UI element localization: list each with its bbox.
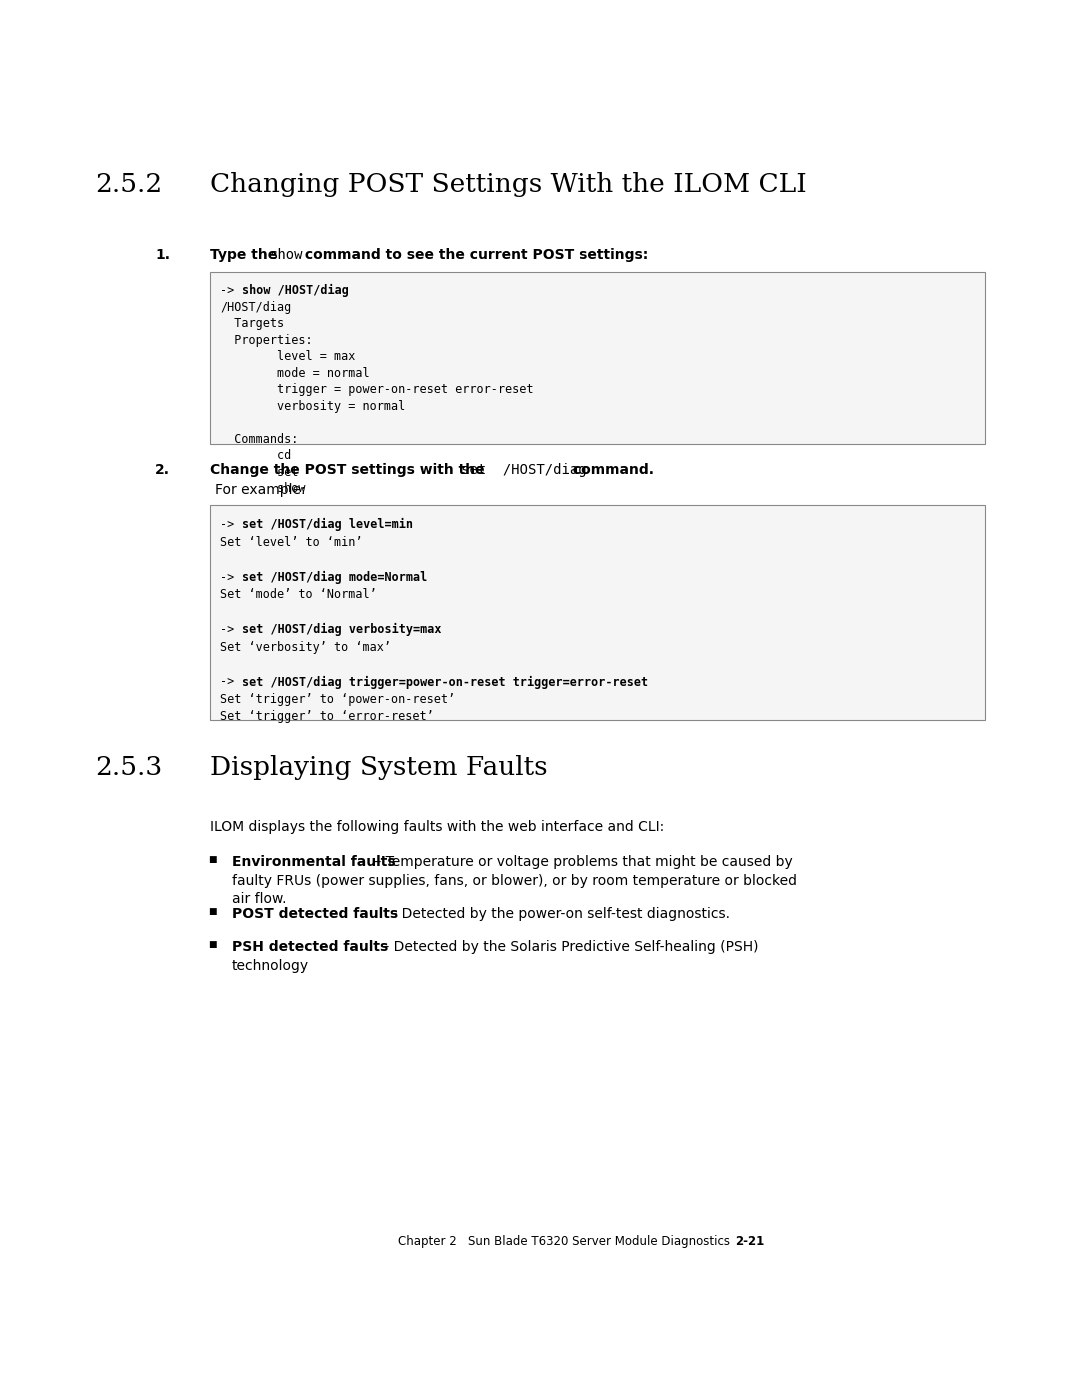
Text: command.: command.: [568, 462, 654, 476]
Text: ->: ->: [220, 570, 241, 584]
Text: ■: ■: [208, 855, 216, 863]
Text: Change the POST settings with the: Change the POST settings with the: [210, 462, 489, 476]
Text: Displaying System Faults: Displaying System Faults: [210, 754, 548, 780]
Text: POST detected faults: POST detected faults: [232, 907, 399, 921]
Text: air flow.: air flow.: [232, 893, 286, 907]
Text: set /HOST/diag mode=Normal: set /HOST/diag mode=Normal: [242, 570, 427, 584]
Text: 2.5.2: 2.5.2: [95, 172, 162, 197]
Text: – Detected by the power-on self-test diagnostics.: – Detected by the power-on self-test dia…: [386, 907, 730, 921]
Text: ->: ->: [220, 518, 241, 531]
Text: 2.: 2.: [156, 462, 170, 476]
Text: Commands:: Commands:: [220, 433, 298, 446]
Text: PSH detected faults: PSH detected faults: [232, 940, 388, 954]
Text: set /HOST/diag level=min: set /HOST/diag level=min: [242, 518, 413, 531]
Text: Set ‘level’ to ‘min’: Set ‘level’ to ‘min’: [220, 535, 363, 549]
Text: command to see the current POST settings:: command to see the current POST settings…: [300, 249, 648, 263]
Text: ■: ■: [208, 940, 216, 949]
Text: cd: cd: [220, 448, 292, 462]
Text: /HOST/diag: /HOST/diag: [220, 300, 292, 313]
Text: 2.5.3: 2.5.3: [95, 754, 162, 780]
Text: Changing POST Settings With the ILOM CLI: Changing POST Settings With the ILOM CLI: [210, 172, 807, 197]
Text: technology: technology: [232, 958, 309, 972]
Text: show: show: [220, 482, 306, 495]
Text: ILOM displays the following faults with the web interface and CLI:: ILOM displays the following faults with …: [210, 820, 664, 834]
Text: – Temperature or voltage problems that might be caused by: – Temperature or voltage problems that m…: [370, 855, 793, 869]
Text: show: show: [270, 249, 303, 263]
Text: set: set: [220, 465, 298, 479]
Text: set  /HOST/diag: set /HOST/diag: [461, 462, 586, 476]
Text: Properties:: Properties:: [220, 334, 312, 346]
Bar: [210, 272, 985, 444]
Text: ->: ->: [220, 676, 241, 689]
Text: Set ‘trigger’ to ‘error-reset’: Set ‘trigger’ to ‘error-reset’: [220, 711, 434, 724]
Text: Chapter 2   Sun Blade T6320 Server Module Diagnostics: Chapter 2 Sun Blade T6320 Server Module …: [399, 1235, 730, 1248]
Text: Set ‘mode’ to ‘Normal’: Set ‘mode’ to ‘Normal’: [220, 588, 377, 601]
Text: verbosity = normal: verbosity = normal: [220, 400, 405, 412]
Text: Type the: Type the: [210, 249, 282, 263]
Text: Environmental faults: Environmental faults: [232, 855, 395, 869]
Text: set /HOST/diag verbosity=max: set /HOST/diag verbosity=max: [242, 623, 441, 636]
Text: level = max: level = max: [220, 351, 355, 363]
Text: – Detected by the Solaris Predictive Self-healing (PSH): – Detected by the Solaris Predictive Sel…: [378, 940, 758, 954]
Text: show /HOST/diag: show /HOST/diag: [242, 284, 349, 298]
Text: faulty FRUs (power supplies, fans, or blower), or by room temperature or blocked: faulty FRUs (power supplies, fans, or bl…: [232, 873, 797, 887]
Text: Set ‘verbosity’ to ‘max’: Set ‘verbosity’ to ‘max’: [220, 640, 391, 654]
Text: ■: ■: [208, 907, 216, 916]
Text: Targets: Targets: [220, 317, 284, 330]
Text: ->: ->: [220, 623, 241, 636]
Text: ->: ->: [220, 284, 241, 298]
Text: For example:: For example:: [215, 483, 306, 497]
Text: mode = normal: mode = normal: [220, 366, 369, 380]
Bar: [210, 504, 985, 719]
Text: 1.: 1.: [156, 249, 170, 263]
Text: set /HOST/diag trigger=power-on-reset trigger=error-reset: set /HOST/diag trigger=power-on-reset tr…: [242, 676, 648, 689]
Text: trigger = power-on-reset error-reset: trigger = power-on-reset error-reset: [220, 383, 534, 395]
Text: Set ‘trigger’ to ‘power-on-reset’: Set ‘trigger’ to ‘power-on-reset’: [220, 693, 455, 705]
Text: 2-21: 2-21: [735, 1235, 765, 1248]
